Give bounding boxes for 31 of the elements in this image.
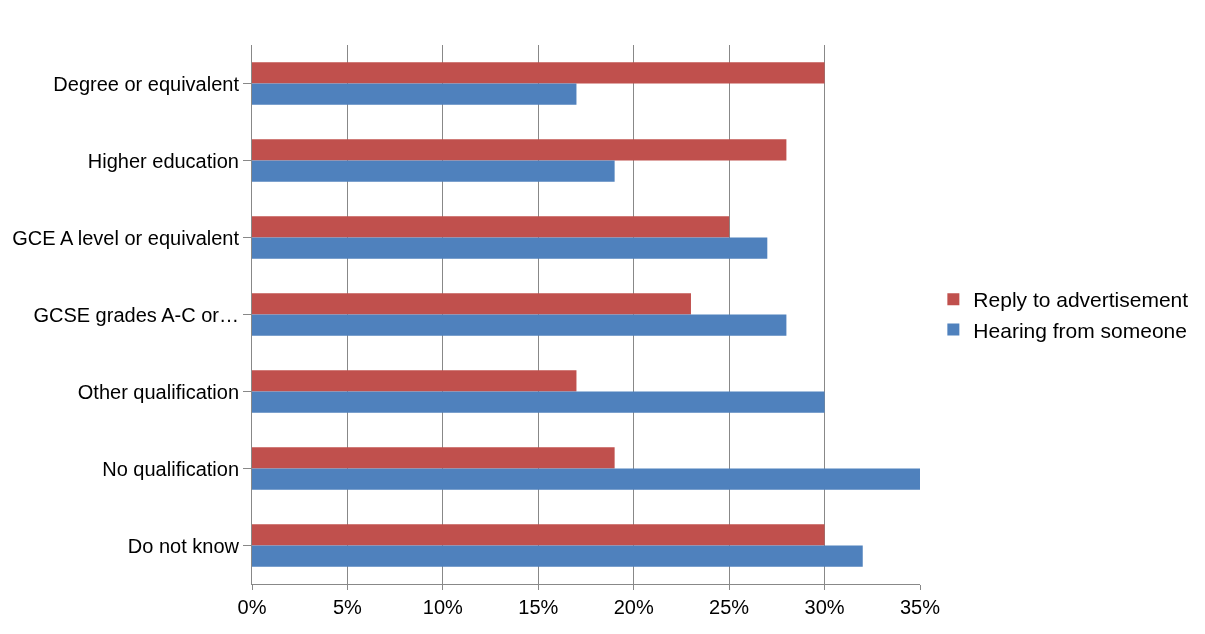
bar [252,216,730,238]
bar [252,447,615,469]
y-tick-label: GCSE grades A-C or… [33,303,239,326]
bar [252,62,825,84]
x-tick-label: 25% [709,596,750,618]
bar [252,314,787,336]
bar [252,468,920,490]
y-tick-label: Degree or equivalent [53,72,240,95]
bar [252,293,691,315]
y-tick-label: Other qualification [77,380,239,403]
x-tick-label: 5% [332,596,363,618]
legend-label: Reply to advertisement [973,288,1189,312]
y-tick-label: GCE A level or equivalent [12,226,240,249]
y-tick-label: Higher education [87,149,239,172]
bar [252,237,768,259]
bar [252,370,577,392]
x-tick-label: 15% [518,596,559,618]
y-tick-label: No qualification [102,457,239,480]
x-tick-label: 35% [899,596,941,618]
bar [252,524,825,546]
y-tick-label: Do not know [127,534,240,557]
bar [252,83,577,105]
x-tick-label: 10% [422,596,464,618]
bar [252,391,825,413]
bar [252,545,863,567]
x-tick-label: 30% [804,596,845,618]
legend-label: Hearing from someone [973,318,1187,342]
bar [252,139,787,161]
x-tick-label: 0% [237,596,267,618]
x-tick-label: 20% [613,596,654,618]
bar [252,160,615,182]
